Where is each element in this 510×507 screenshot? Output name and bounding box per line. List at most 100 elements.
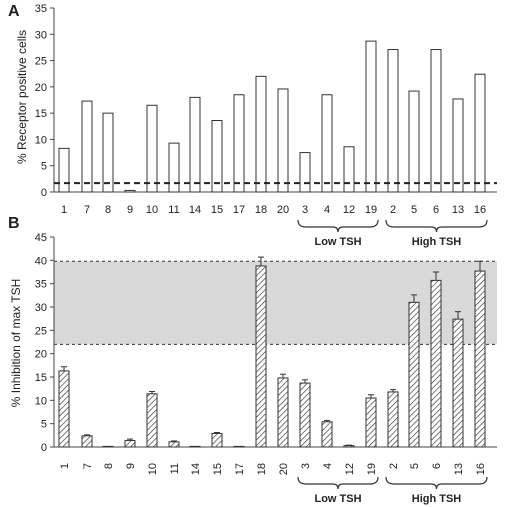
panel-b-bar [81,435,93,448]
panel-b-bar [189,445,201,448]
panel-b-xtick-label: 7 [82,463,94,469]
panel-a-bar [387,49,399,193]
panel-a-bar [408,90,420,193]
panel-b-group-bracket [297,476,379,490]
panel-b-bar [255,265,267,448]
panel-a-group-label: Low TSH [314,236,361,248]
panel-b-bar [430,279,442,448]
panel-b-xtick-label: 3 [300,463,312,469]
panel-a-bar [474,73,486,193]
panel-a-xtick-label: 14 [189,204,201,216]
panel-b-bar [408,301,420,448]
panel-a-bar [211,120,223,193]
panel-b-bar [58,370,70,448]
panel-a-bar [343,146,355,193]
panel-b-ytick-label: 20 [35,349,47,361]
panel-a-bar [255,75,267,193]
panel-a-ytick-label: 35 [35,3,47,15]
panel-a-group-label: High TSH [412,236,462,248]
panel-a-bar [321,94,333,193]
panel-b-bar [387,391,399,448]
panel-b-group-label: High TSH [412,493,462,505]
panel-b-xtick-label: 19 [366,463,378,475]
panel-b-xtick-label: 18 [256,463,268,475]
panel-b-bar [321,421,333,448]
panel-b-ytick-label: 15 [35,372,47,384]
panel-a-xtick-label: 20 [277,204,289,216]
panel-b-ytick-label: 0 [41,442,47,454]
panel-a-bar [58,147,70,193]
panel-b-letter: B [8,215,20,232]
panel-a-xtick-label: 9 [127,204,133,216]
panel-b-group-label: Low TSH [314,493,361,505]
panel-a-ytick-label: 25 [35,56,47,68]
panel-a-xtick-label: 18 [255,204,267,216]
panel-b-bar [211,432,223,448]
panel-b-bar [146,393,158,448]
panel-a-xtick-label: 12 [343,204,355,216]
panel-a-xtick-label: 3 [302,204,308,216]
panel-b-bar [365,397,377,448]
panel-a-xtick-label: 15 [211,204,223,216]
panel-a-ytick-label: 20 [35,82,47,94]
panel-a-ytick-label: 0 [41,187,47,199]
panel-a-xtick-label: 6 [433,204,439,216]
panel-b-shaded-band [54,261,497,345]
panel-a-bar [452,98,464,193]
panel-b-bar [452,318,464,448]
panel-b-ytick-label: 10 [35,395,47,407]
panel-a-xtick-label: 1 [61,204,67,216]
panel-a-bar [299,152,311,193]
panel-a-group-bracket [297,219,379,233]
panel-b-bar [343,445,355,448]
panel-b-xtick-label: 13 [453,463,465,475]
panel-b-xtick-label: 12 [344,463,356,475]
panel-a-bar [146,104,158,193]
panel-b-bar [277,377,289,448]
panel-a-bar [430,49,442,193]
panel-b-xtick-label: 5 [409,463,421,469]
panel-a-bar [233,94,245,193]
panel-b-xtick-label: 9 [125,463,137,469]
panel-b-xtick-label: 11 [169,463,181,474]
panel-a-ytick-label: 30 [35,29,47,41]
panel-a-bar [124,189,136,193]
panel-b-ytick-label: 45 [35,232,47,244]
panel-b-ytick-label: 35 [35,279,47,291]
panel-b-bar [124,439,136,448]
panel-b-bar [168,441,180,448]
panel-a-ytick-label: 10 [35,134,47,146]
panel-a-xtick-label: 4 [324,204,330,216]
panel-a-xtick-label: 7 [84,204,90,216]
panel-b-xtick-label: 15 [212,463,224,475]
panel-a-bar [277,88,289,193]
panel-a-xtick-label: 16 [474,204,486,216]
panel-b-group-bracket [385,476,488,490]
panel-b-xtick-label: 20 [278,463,290,475]
panel-b-xtick-label: 2 [388,463,400,469]
panel-b-ylabel: % Inhibition of max TSH [9,279,23,408]
panel-b-bar [102,445,114,448]
panel-b-xtick-label: 6 [431,463,443,469]
panel-b-xtick-label: 17 [234,463,246,475]
panel-b-bar [233,445,245,448]
panel-a-xtick-label: 2 [390,204,396,216]
panel-a-bar [168,142,180,193]
panel-b-bar [299,382,311,448]
panel-a-group-bracket [385,219,488,233]
panel-b-xtick-label: 16 [475,463,487,475]
panel-a-xtick-label: 8 [105,204,111,216]
panel-b-bar [474,270,486,448]
panel-a-ytick-label: 5 [41,161,47,173]
panel-a-ylabel: % Receptor positive cells [15,30,29,164]
panel-a-bar [189,96,201,193]
panel-b-xtick-label: 4 [322,463,334,469]
panel-a-xtick-label: 10 [146,204,158,216]
panel-a-ytick-label: 15 [35,108,47,120]
panel-a-xtick-label: 13 [452,204,464,216]
panel-a-xtick-label: 19 [365,204,377,216]
panel-b-ytick-label: 30 [35,302,47,314]
